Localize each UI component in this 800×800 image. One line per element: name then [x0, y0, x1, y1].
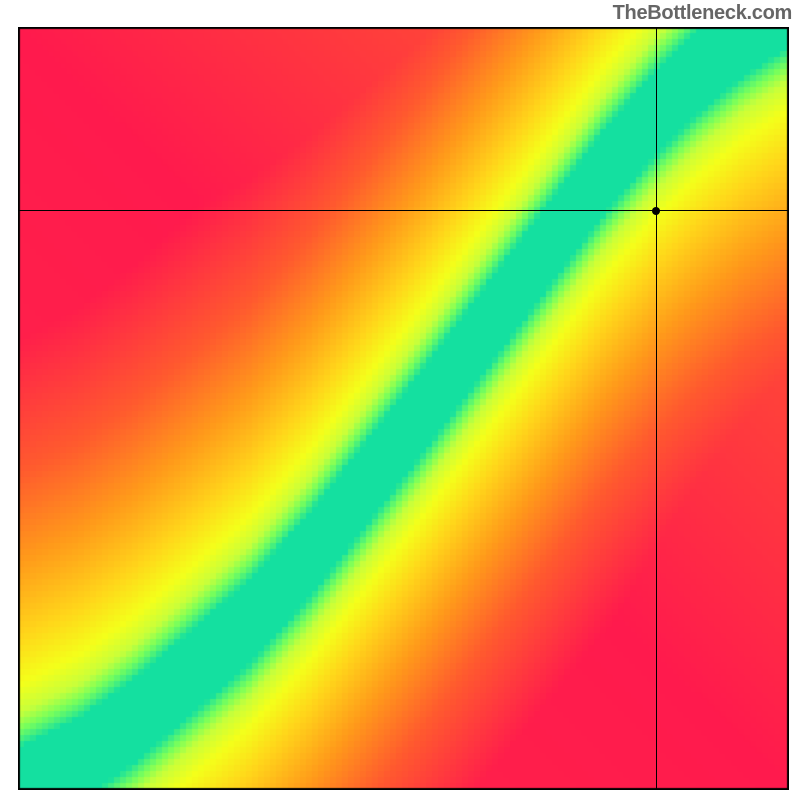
- crosshair-vertical-line: [656, 27, 657, 790]
- watermark-label: TheBottleneck.com: [613, 2, 792, 25]
- crosshair-marker: [652, 207, 660, 215]
- crosshair-horizontal-line: [18, 210, 789, 211]
- chart-container: TheBottleneck.com: [0, 0, 800, 800]
- bottleneck-heatmap: [18, 27, 789, 790]
